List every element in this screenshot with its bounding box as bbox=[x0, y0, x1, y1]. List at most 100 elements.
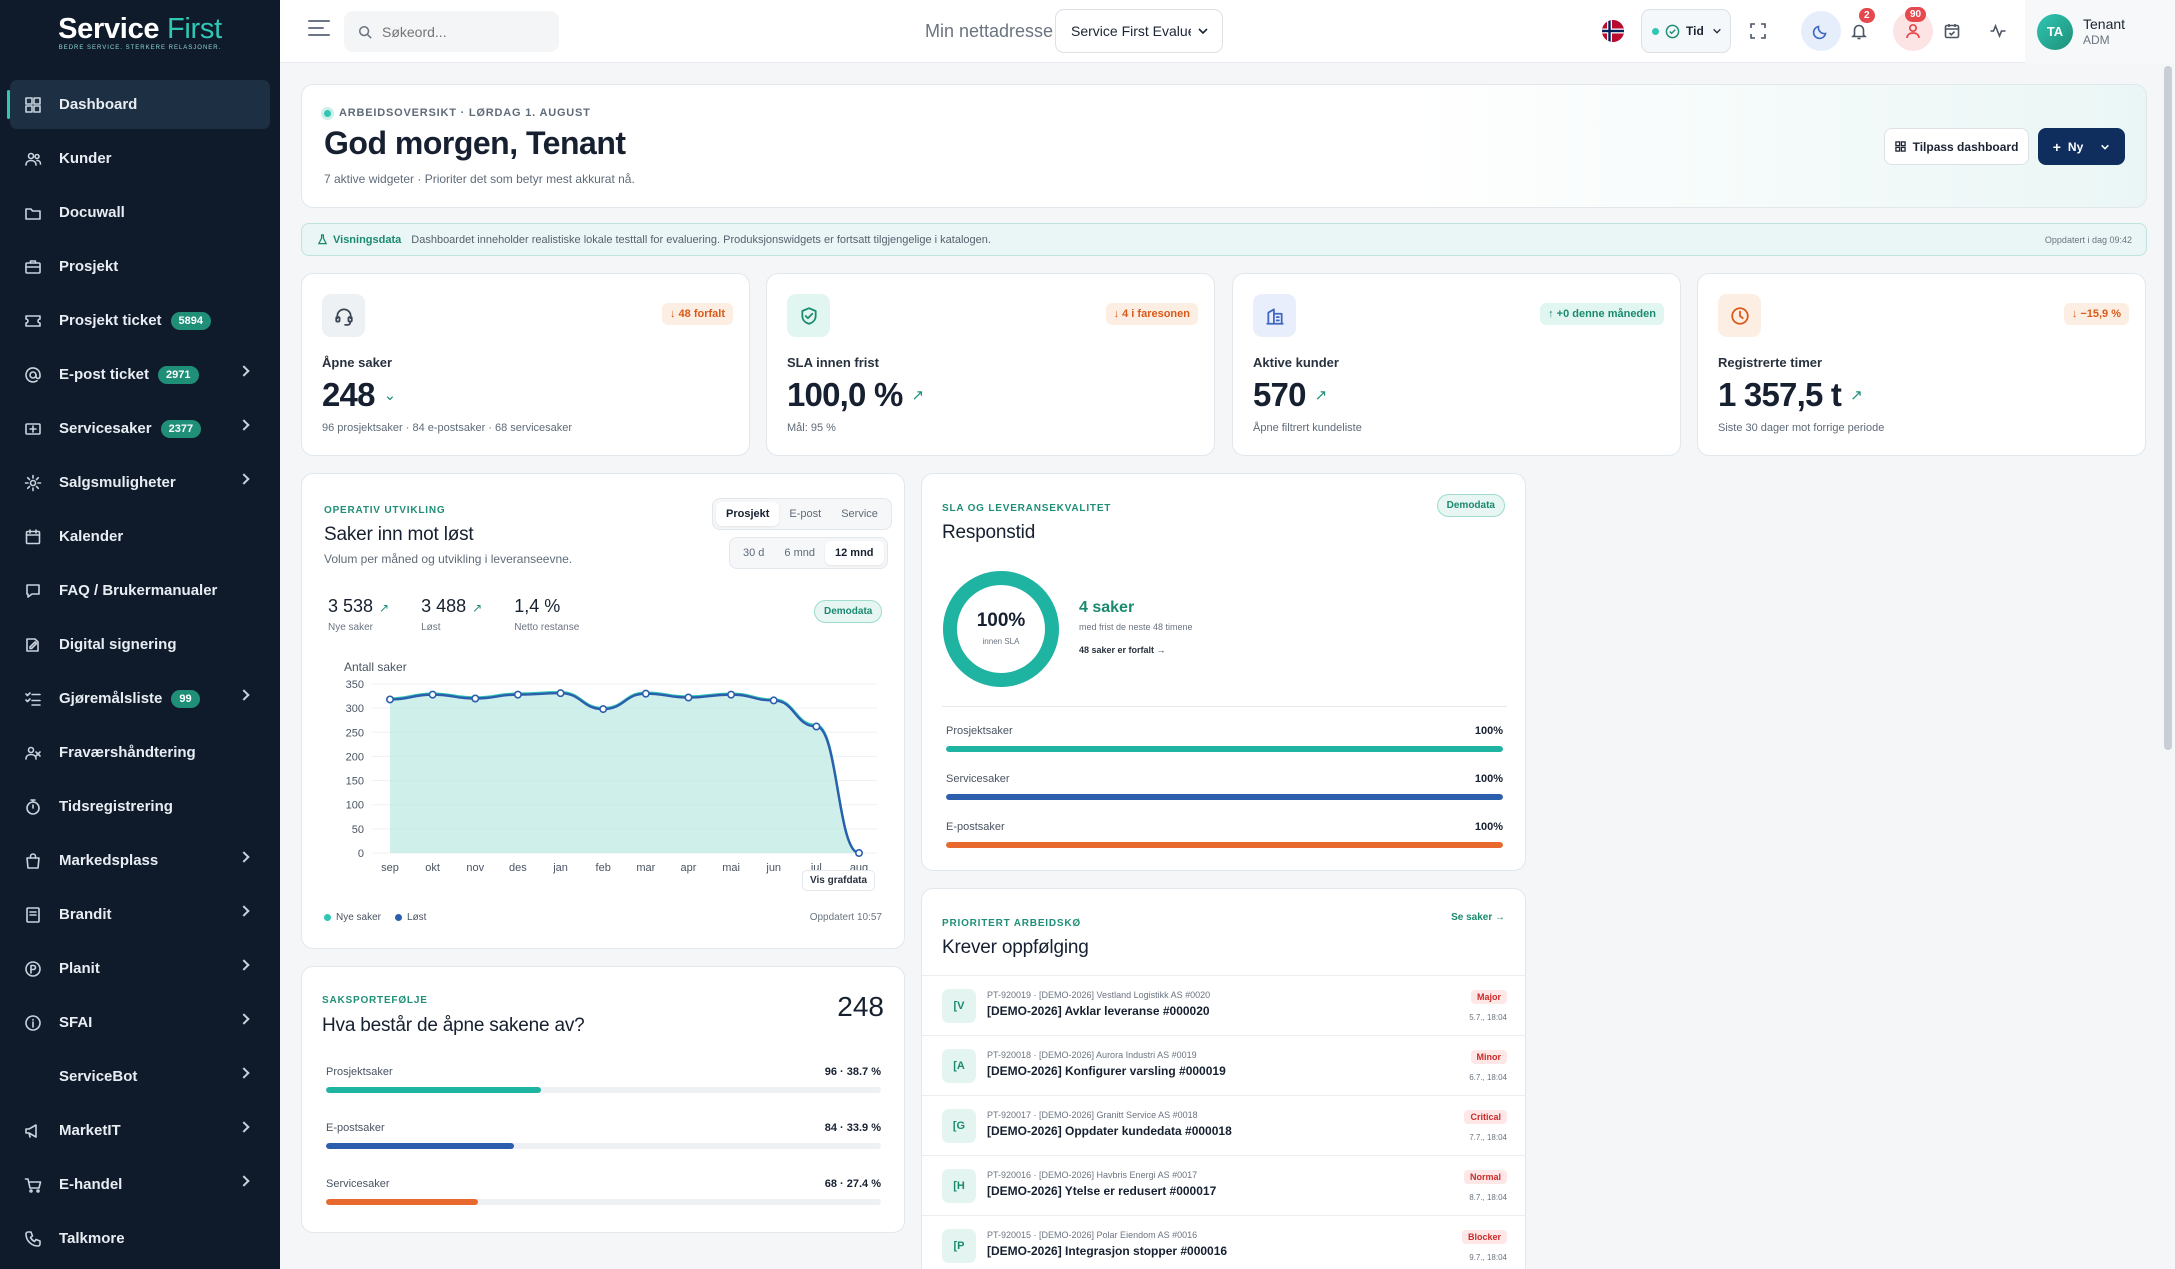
count-badge: 2377 bbox=[160, 419, 202, 438]
saker-chart: Antall saker 0 50 100 150 200 250 300 350 sep okt n… bbox=[344, 660, 877, 874]
sidebar-item-label: Kalender bbox=[59, 528, 124, 545]
progress-value: 100% bbox=[1474, 725, 1503, 737]
bell-icon[interactable] bbox=[1847, 19, 1871, 43]
progress-value: 100% bbox=[1474, 821, 1503, 833]
grid-icon bbox=[23, 95, 42, 114]
queue-row[interactable]: [V PT-920019 · [DEMO-2026] Vestland Logi… bbox=[922, 975, 1525, 1035]
sidebar-item-brandit[interactable]: Brandit bbox=[10, 890, 270, 939]
sidebar-item-prosjekt[interactable]: Prosjekt bbox=[10, 242, 270, 291]
queue-row[interactable]: [H PT-920016 · [DEMO-2026] Havbris Energ… bbox=[922, 1155, 1525, 1215]
sidebar-item-gjøremålsliste[interactable]: Gjøremålsliste 99 bbox=[10, 674, 270, 723]
page-scrollbar[interactable] bbox=[2164, 66, 2172, 750]
range-tabs: 30 d 6 mnd 12 mnd bbox=[729, 537, 888, 569]
kpi-card[interactable]: ↓ 4 i faresonen SLA innen frist 100,0 % ↗… bbox=[766, 273, 1215, 456]
kpi-card[interactable]: ↓ −15,9 % Registrerte timer 1 357,5 t ↗ S… bbox=[1697, 273, 2146, 456]
site-label: Min nettadresse bbox=[925, 21, 1054, 41]
sidebar-item-markedsplass[interactable]: Markedsplass bbox=[10, 836, 270, 885]
sidebar-item-servicebot[interactable]: ServiceBot bbox=[10, 1052, 270, 1101]
sidebar-item-talkmore[interactable]: Talkmore bbox=[10, 1214, 270, 1263]
user-menu[interactable]: TA Tenant ADM bbox=[2025, 0, 2175, 63]
norwegian-flag-icon[interactable] bbox=[1602, 20, 1624, 42]
data-point-lost bbox=[684, 693, 693, 702]
customize-dashboard-label: Tilpass dashboard bbox=[1912, 139, 2019, 154]
kpi-card[interactable]: ↓ 48 forfalt Åpne saker 248 ⌄ 96 prosjekt… bbox=[301, 273, 750, 456]
sidebar-item-label: Talkmore bbox=[59, 1230, 125, 1247]
tab-0[interactable]: Prosjekt bbox=[716, 502, 780, 526]
sla-eyebrow: SLA OG LEVERANSEKVALITET bbox=[942, 503, 1112, 514]
sidebar-item-digital-signering[interactable]: Digital signering bbox=[10, 620, 270, 669]
sla-ring-arc bbox=[943, 571, 1059, 687]
search-box[interactable] bbox=[344, 11, 559, 52]
kpi-subtext: 96 prosjektsaker · 84 e-postsaker · 68 s… bbox=[322, 422, 573, 434]
sidebar-item-kalender[interactable]: Kalender bbox=[10, 512, 270, 561]
ticket-meta: PT-920018 · [DEMO-2026] Aurora Industri … bbox=[987, 1050, 1197, 1060]
range-tab-0[interactable]: 30 d bbox=[743, 547, 765, 559]
sidebar-item-docuwall[interactable]: Docuwall bbox=[10, 188, 270, 237]
absence-icon bbox=[23, 743, 42, 762]
sidebar-item-prosjekt-ticket[interactable]: Prosjekt ticket 5894 bbox=[10, 296, 270, 345]
sidebar-item-label: Prosjekt bbox=[59, 258, 119, 275]
sidebar-item-faq-brukermanualer[interactable]: FAQ / Brukermanualer bbox=[10, 566, 270, 615]
sidebar-item-servicesaker[interactable]: Servicesaker 2377 bbox=[10, 404, 270, 453]
sidebar-item-label: Brandit bbox=[59, 906, 112, 923]
queue-title: Krever oppfølging bbox=[942, 937, 1089, 958]
topbar: Min nettadresse Service First Evaluering… bbox=[280, 0, 2175, 63]
site-select[interactable]: Service First Evaluering bbox=[1055, 9, 1223, 53]
activity-icon[interactable] bbox=[1986, 19, 2010, 43]
menu-toggle-icon[interactable] bbox=[308, 20, 330, 38]
sidebar-nav: Dashboard Kunder Docuwall Prosjekt Prosjekt … bbox=[0, 80, 280, 1263]
sidebar-item-tidsregistrering[interactable]: Tidsregistrering bbox=[10, 782, 270, 831]
kpi-label: Registrerte timer bbox=[1718, 355, 1823, 370]
time-tracker-button[interactable]: Tid bbox=[1641, 9, 1731, 53]
sidebar-item-salgsmuligheter[interactable]: Salgsmuligheter bbox=[10, 458, 270, 507]
search-input[interactable] bbox=[382, 23, 542, 40]
chevron-right-icon bbox=[238, 1175, 250, 1187]
queue-row[interactable]: [G PT-920017 · [DEMO-2026] Granitt Servi… bbox=[922, 1095, 1525, 1155]
customize-dashboard-button[interactable]: Tilpass dashboard bbox=[1884, 128, 2029, 165]
range-tab-2[interactable]: 12 mnd bbox=[825, 541, 884, 565]
legend-item[interactable]: Nye saker bbox=[324, 912, 381, 923]
fullscreen-icon[interactable] bbox=[1746, 19, 1770, 43]
banner-text: Dashboardet inneholder realistiske lokal… bbox=[411, 233, 991, 246]
priority-badge: Major bbox=[1470, 990, 1507, 1004]
tab-2[interactable]: Service bbox=[841, 508, 878, 520]
dark-mode-icon[interactable] bbox=[1801, 11, 1841, 51]
x-tick-label: mai bbox=[722, 862, 740, 874]
sidebar-item-dashboard[interactable]: Dashboard bbox=[7, 80, 270, 129]
sidebar-item-marketit[interactable]: MarketIT bbox=[10, 1106, 270, 1155]
sidebar-item-label: FAQ / Brukermanualer bbox=[59, 582, 218, 599]
ticket-meta: PT-920017 · [DEMO-2026] Granitt Service … bbox=[987, 1110, 1198, 1120]
sidebar-item-sfai[interactable]: SFAI bbox=[10, 998, 270, 1047]
ticket-title: [DEMO-2026] Integrasjon stopper #000016 bbox=[987, 1244, 1228, 1258]
banner-updated: Oppdatert i dag 09:42 bbox=[2044, 234, 2132, 245]
progress-fill bbox=[946, 842, 1503, 848]
tab-1[interactable]: E-post bbox=[789, 508, 822, 520]
kpi-value-wrap: 1 357,5 t ↗ bbox=[1718, 376, 1863, 414]
see-all-link[interactable]: Se saker → bbox=[1451, 912, 1505, 923]
calendar-check-icon[interactable] bbox=[1940, 19, 1964, 43]
queue-row[interactable]: [A PT-920018 · [DEMO-2026] Aurora Indust… bbox=[922, 1035, 1525, 1095]
show-chart-data-button[interactable]: Vis grafdata bbox=[802, 870, 876, 891]
stat-value-wrap: 1,4 % bbox=[514, 596, 579, 617]
kpi-label: Åpne saker bbox=[322, 355, 393, 370]
new-button[interactable]: + Ny bbox=[2038, 128, 2125, 165]
sidebar-item-e-post-ticket[interactable]: E-post ticket 2971 bbox=[10, 350, 270, 399]
customer-avatar: [V bbox=[942, 989, 976, 1023]
legend-item[interactable]: Løst bbox=[395, 912, 426, 923]
brand-logo[interactable]: Service First BEDRE SERVICE. STERKERE RE… bbox=[0, 0, 280, 62]
progress-fill bbox=[946, 746, 1503, 752]
priority-badge: Normal bbox=[1463, 1170, 1507, 1184]
sidebar-item-fraværshåndtering[interactable]: Fraværshåndtering bbox=[10, 728, 270, 777]
brand-name-accent: First bbox=[166, 12, 222, 45]
kpi-card[interactable]: ↑ +0 denne måneden Aktive kunder 570 ↗ Åp… bbox=[1232, 273, 1681, 456]
queue-row[interactable]: [P PT-920015 · [DEMO-2026] Polar Eiendom… bbox=[922, 1215, 1525, 1269]
overdue-link[interactable]: 48 saker er forfalt → bbox=[1079, 645, 1166, 655]
range-tab-1[interactable]: 6 mnd bbox=[784, 547, 815, 559]
sidebar-item-e-handel[interactable]: E-handel bbox=[10, 1160, 270, 1209]
sidebar-item-kunder[interactable]: Kunder bbox=[10, 134, 270, 183]
progress-row: Servicesaker 68 · 27.4 % bbox=[326, 1178, 881, 1205]
site-select-value: Service First Evaluering bbox=[1071, 23, 1191, 39]
kpi-trend-badge: ↓ 4 i faresonen bbox=[1105, 303, 1198, 325]
cart-icon bbox=[23, 1175, 42, 1194]
sidebar-item-planit[interactable]: Planit bbox=[10, 944, 270, 993]
